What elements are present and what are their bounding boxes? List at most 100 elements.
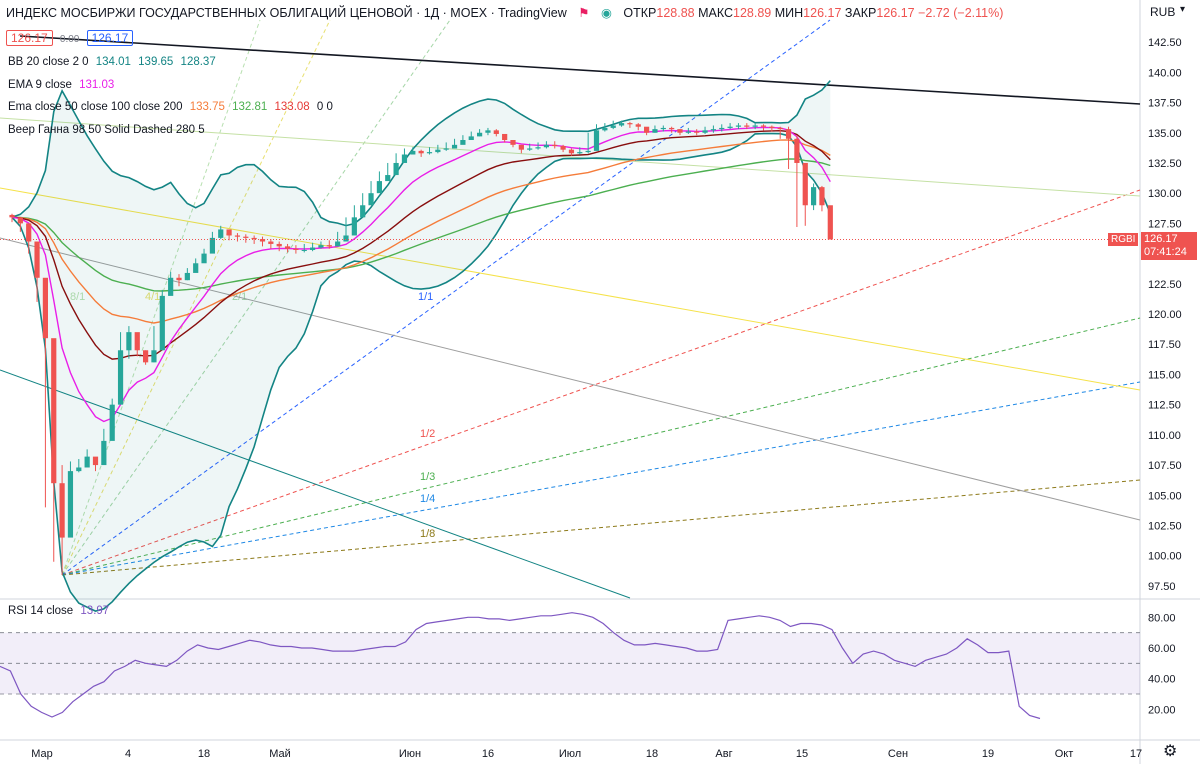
y-tick-label: 130.00	[1148, 188, 1182, 200]
candle-body	[460, 140, 466, 145]
candle-body	[259, 239, 266, 242]
candle-body	[159, 295, 165, 351]
candle-body	[760, 125, 767, 127]
candle-body	[819, 187, 825, 206]
gann-fan-line	[61, 317, 1141, 576]
chart-title: ИНДЕКС МОСБИРЖИ ГОСУДАРСТВЕННЫХ ОБЛИГАЦИ…	[6, 6, 567, 20]
rsi-tick-label: 40.00	[1148, 674, 1176, 686]
candle-body	[527, 148, 533, 150]
candle-body	[351, 217, 357, 236]
trend-line-green	[0, 117, 1141, 197]
candle-body	[176, 277, 182, 281]
candle-body	[9, 214, 15, 218]
candle-body	[17, 217, 23, 224]
legend-ema-v1: 133.75	[189, 101, 225, 113]
y-tick-label: 135.00	[1148, 128, 1182, 140]
candle-body	[193, 263, 199, 273]
candle-body	[218, 229, 224, 238]
close-value: 126.17	[876, 6, 915, 20]
candle-body	[284, 246, 291, 249]
rsi-tick-label: 80.00	[1148, 612, 1176, 624]
candle-body	[435, 149, 441, 153]
rsi-line	[0, 612, 1041, 720]
low-label: МИН	[774, 6, 804, 20]
gann-fan-line	[62, 479, 1141, 576]
last-price-value: 126.17	[1144, 233, 1178, 245]
market-status-icon: ◉	[600, 6, 612, 20]
candle-body	[310, 247, 316, 250]
y-tick-label: 132.50	[1148, 158, 1182, 170]
legend-rsi-name: RSI 14 close	[8, 605, 74, 617]
candle-body	[376, 181, 382, 194]
bid-box[interactable]: 126.17	[6, 30, 53, 46]
flag-icon[interactable]: ⚑	[578, 6, 590, 20]
candle-body	[602, 127, 608, 131]
y-tick-label: 137.50	[1148, 98, 1182, 110]
x-tick-label: Июл	[559, 748, 581, 760]
candle-body	[811, 187, 817, 206]
ema50-line	[11, 139, 831, 324]
x-tick-label: 17	[1130, 748, 1142, 760]
candle-body	[268, 241, 274, 244]
y-tick-label: 115.00	[1148, 369, 1181, 381]
candle-body	[34, 241, 40, 278]
legend-ema-v2: 132.81	[232, 101, 268, 113]
candle-body	[735, 125, 742, 127]
trend-line-gray	[0, 237, 1141, 521]
gann-fan-label: 1/8	[420, 528, 435, 540]
candle-body	[610, 125, 616, 128]
candle-body	[360, 205, 366, 218]
x-tick-label: 15	[796, 748, 808, 760]
legend-ema9[interactable]: EMA 9 close 131.03	[8, 79, 118, 91]
gann-fan-line	[61, 19, 331, 576]
candle-body	[702, 130, 708, 133]
price-boxes: 126.17 0.00 126.17	[6, 30, 137, 46]
legend-bb[interactable]: BB 20 close 2 0 134.01 139.65 128.37	[8, 56, 220, 68]
candle-body	[343, 235, 349, 242]
candle-body	[552, 144, 558, 147]
legend-rsi[interactable]: RSI 14 close 13.97	[8, 605, 113, 617]
gear-icon[interactable]: ⚙	[1163, 743, 1178, 760]
candle-body	[301, 249, 307, 251]
y-tick-label: 112.50	[1148, 400, 1181, 412]
symbol-tag: RGBI	[1108, 233, 1139, 246]
candle-body	[209, 237, 215, 254]
candle-body	[477, 132, 483, 137]
legend-ema-multi[interactable]: Ema close 50 close 100 close 200 133.75 …	[8, 101, 337, 113]
candle-body	[710, 129, 716, 131]
candle-body	[627, 123, 633, 125]
candle-body	[535, 147, 541, 149]
legend-gann[interactable]: Веер Ганна 98 50 Solid Dashed 280 5	[8, 124, 209, 136]
candle-body	[560, 146, 566, 150]
candle-body	[143, 350, 149, 363]
candle-body	[794, 138, 800, 163]
ask-box[interactable]: 126.17	[86, 30, 134, 46]
legend-ema-v3: 133.08	[274, 101, 310, 113]
candle-body	[101, 440, 107, 466]
candle-body	[117, 350, 124, 405]
candle-body	[318, 245, 324, 248]
currency-label[interactable]: RUB	[1150, 5, 1176, 19]
x-tick-label: 18	[646, 748, 658, 760]
candle-body	[677, 129, 683, 133]
candle-body	[577, 152, 583, 154]
candle-body	[669, 127, 675, 130]
candle-body	[84, 456, 90, 468]
high-label: МАКС	[698, 6, 734, 20]
y-tick-label: 110.00	[1148, 430, 1181, 442]
y-tick-label: 142.50	[1148, 37, 1182, 49]
candle-body	[785, 129, 792, 139]
trend-line-yellow	[0, 187, 1141, 391]
candle-body	[59, 483, 65, 538]
y-tick-label: 100.00	[1148, 551, 1182, 563]
trend-line-teal	[0, 369, 631, 599]
candle-body	[827, 205, 833, 240]
legend-bb-v3: 128.37	[180, 56, 216, 68]
gann-fan-label: 1/2	[420, 428, 435, 440]
candle-body	[618, 123, 625, 126]
candle-body	[201, 253, 207, 264]
candle-body	[652, 129, 658, 133]
chevron-down-icon[interactable]: ▾	[1180, 4, 1186, 15]
candle-body	[502, 133, 508, 141]
